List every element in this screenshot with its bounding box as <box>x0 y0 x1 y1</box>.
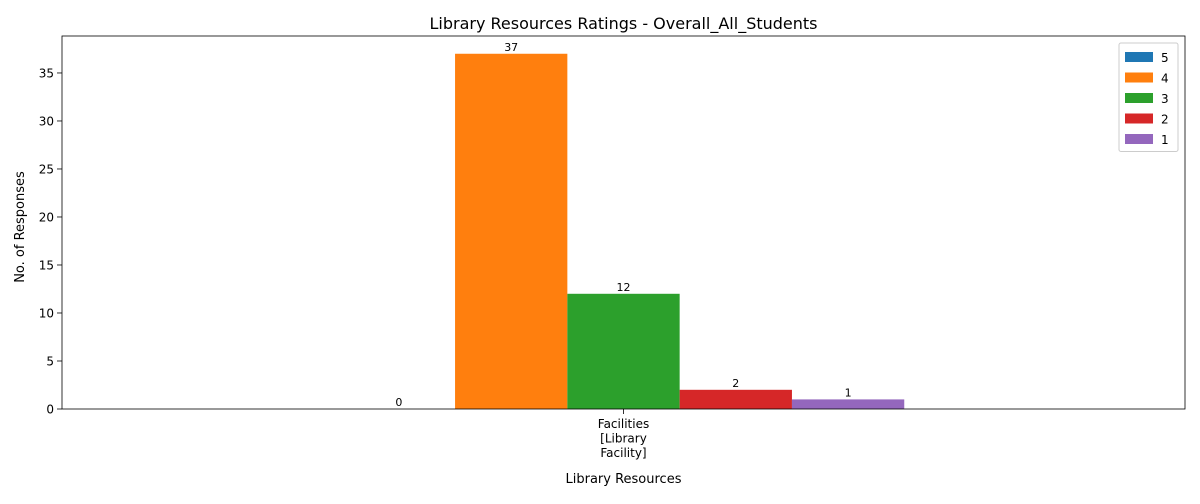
x-tick-label-line: Facilities <box>598 417 649 431</box>
data-label-rating-4: 37 <box>504 41 518 54</box>
bar-rating-1 <box>791 399 905 409</box>
data-label-rating-3: 12 <box>617 281 631 294</box>
legend-swatch-3 <box>1125 93 1153 103</box>
bar-rating-4 <box>455 53 568 409</box>
legend-label-1: 1 <box>1161 133 1169 147</box>
x-tick-label-line: Facility] <box>600 446 646 460</box>
bar-rating-3 <box>567 293 680 409</box>
legend-swatch-2 <box>1125 113 1153 124</box>
y-tick-label: 35 <box>39 66 54 80</box>
legend-label-3: 3 <box>1161 92 1169 106</box>
y-axis-label: No. of Responses <box>13 171 28 283</box>
x-tick-label-line: [Library <box>600 432 647 446</box>
y-tick-label: 15 <box>39 258 54 272</box>
y-tick-label: 20 <box>39 210 54 224</box>
legend-label-5: 5 <box>1161 51 1169 65</box>
legend-label-2: 2 <box>1161 113 1169 127</box>
plot-frame <box>61 35 1186 410</box>
y-tick-label: 10 <box>39 306 54 320</box>
y-tick-label: 25 <box>39 162 54 176</box>
data-label-rating-2: 2 <box>732 377 739 390</box>
legend-swatch-1 <box>1125 134 1153 144</box>
y-tick-label: 0 <box>46 403 54 417</box>
bar-rating-2 <box>679 389 792 409</box>
x-axis-label: Library Resources <box>566 472 682 487</box>
data-label-rating-5: 0 <box>395 396 402 409</box>
legend-label-4: 4 <box>1161 72 1169 86</box>
y-tick-label: 30 <box>39 114 54 128</box>
plot-area: 0371221Facilities[LibraryFacility]051015… <box>39 35 1186 460</box>
y-tick-label: 5 <box>46 354 54 368</box>
data-label-rating-1: 1 <box>845 386 852 399</box>
legend-swatch-5 <box>1125 52 1153 62</box>
chart-title: Library Resources Ratings - Overall_All_… <box>429 14 817 34</box>
legend-swatch-4 <box>1125 72 1153 83</box>
legend: 5 4 3 2 1 <box>1118 42 1179 152</box>
